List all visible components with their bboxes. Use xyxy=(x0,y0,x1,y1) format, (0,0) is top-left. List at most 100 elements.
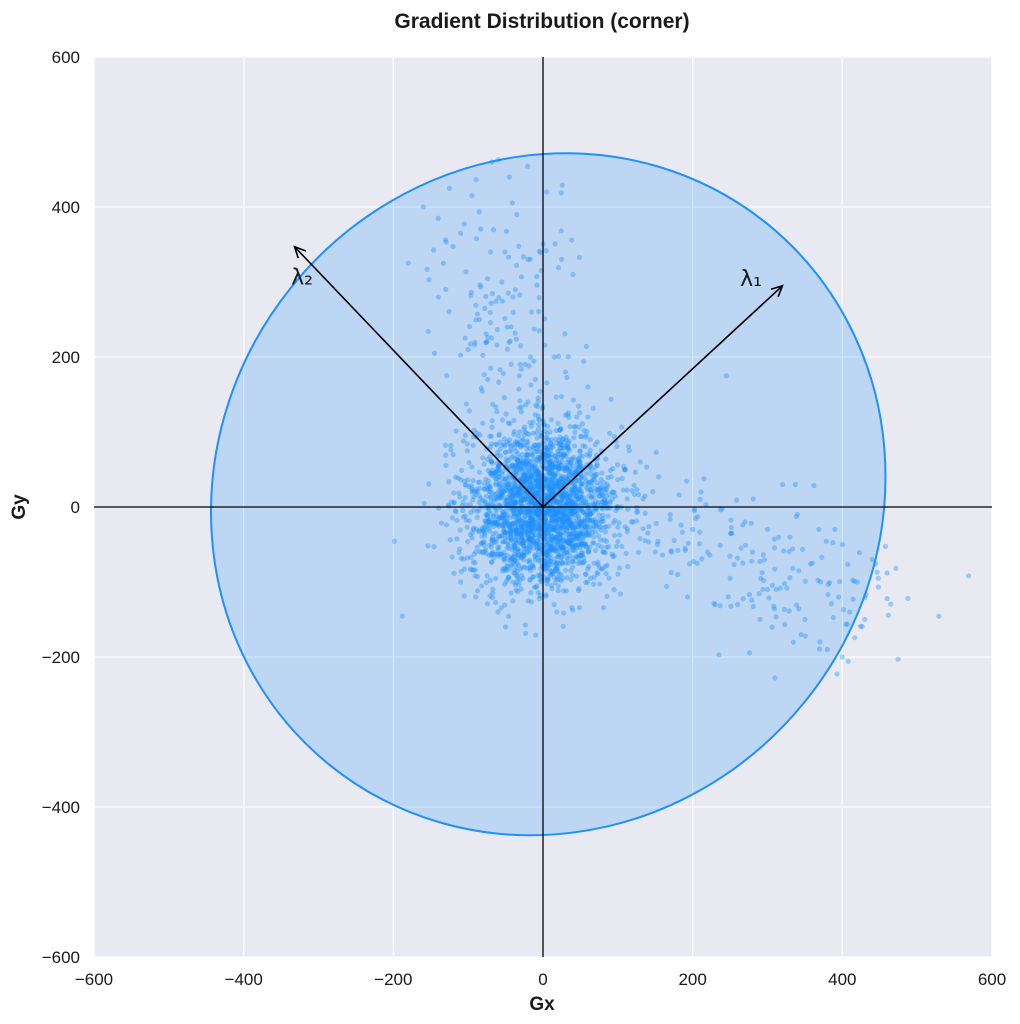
data-point xyxy=(611,433,617,440)
data-point xyxy=(565,444,571,450)
data-point xyxy=(578,532,584,538)
data-point xyxy=(476,209,482,215)
data-point xyxy=(570,607,576,613)
data-point xyxy=(600,549,607,555)
data-point xyxy=(527,577,533,583)
data-point xyxy=(554,482,560,488)
data-point xyxy=(571,537,577,543)
data-point xyxy=(528,508,534,514)
data-point xyxy=(569,500,576,506)
data-point xyxy=(585,512,591,518)
data-point xyxy=(534,511,540,517)
data-point xyxy=(559,493,565,499)
data-point xyxy=(546,520,552,527)
data-point xyxy=(499,508,505,514)
data-point xyxy=(529,524,535,531)
data-point xyxy=(563,465,569,471)
data-point xyxy=(454,536,460,542)
data-point xyxy=(508,562,514,568)
data-point xyxy=(528,544,534,550)
data-point xyxy=(578,464,584,471)
data-point xyxy=(516,454,522,461)
data-point xyxy=(573,468,579,474)
data-point xyxy=(524,520,530,526)
data-point xyxy=(694,560,700,566)
data-point xyxy=(575,465,582,471)
x-tick-label: 0 xyxy=(538,970,547,989)
data-point xyxy=(862,616,868,623)
data-point xyxy=(777,585,783,591)
data-point xyxy=(498,491,504,497)
data-point xyxy=(510,474,516,480)
data-point xyxy=(553,458,559,464)
data-point xyxy=(506,478,512,485)
data-point xyxy=(570,510,576,516)
data-point xyxy=(555,465,562,471)
data-point xyxy=(578,483,584,489)
data-point xyxy=(519,526,525,532)
data-point xyxy=(525,598,531,604)
data-point xyxy=(629,488,635,494)
data-point xyxy=(545,452,552,459)
data-point xyxy=(512,500,518,507)
data-point xyxy=(517,517,523,524)
data-point xyxy=(495,501,502,508)
data-point xyxy=(567,552,573,558)
data-point xyxy=(773,586,779,593)
data-point xyxy=(742,519,748,525)
data-point xyxy=(530,532,536,538)
data-point xyxy=(570,531,577,537)
data-point xyxy=(530,444,536,450)
data-point xyxy=(532,477,538,483)
data-point xyxy=(501,557,508,564)
data-point xyxy=(615,571,621,577)
data-point xyxy=(562,522,568,528)
data-point xyxy=(574,459,581,465)
data-point xyxy=(514,513,520,519)
data-point xyxy=(599,492,605,498)
data-point xyxy=(460,508,466,514)
data-point xyxy=(492,470,498,476)
data-point xyxy=(544,465,550,471)
data-point xyxy=(543,465,549,471)
data-point xyxy=(524,530,530,536)
data-point xyxy=(466,408,473,414)
data-point xyxy=(869,556,875,563)
data-point xyxy=(563,526,570,532)
data-point xyxy=(536,479,543,485)
data-point xyxy=(568,538,575,544)
data-point xyxy=(626,447,632,454)
data-point xyxy=(574,490,580,496)
data-point xyxy=(554,462,561,468)
data-point xyxy=(521,549,527,555)
data-point xyxy=(505,613,512,619)
data-point xyxy=(502,624,509,630)
data-point xyxy=(526,528,532,534)
data-point xyxy=(529,521,535,528)
data-point xyxy=(513,336,519,342)
data-point xyxy=(557,466,563,472)
data-point xyxy=(549,471,555,477)
data-point xyxy=(513,506,519,512)
data-point xyxy=(476,499,482,505)
data-point xyxy=(489,335,495,341)
data-point xyxy=(568,537,574,543)
data-point xyxy=(576,458,582,464)
data-point xyxy=(561,494,567,500)
data-point xyxy=(548,537,554,543)
data-point xyxy=(506,574,512,581)
data-point xyxy=(464,441,470,447)
data-point xyxy=(552,511,558,517)
data-point xyxy=(781,548,787,554)
data-point xyxy=(509,529,515,535)
data-point xyxy=(544,447,550,453)
data-point xyxy=(580,559,586,566)
data-point xyxy=(548,512,554,518)
data-point xyxy=(508,557,514,563)
data-point xyxy=(465,346,471,353)
data-point xyxy=(521,552,527,558)
data-point xyxy=(535,441,541,448)
data-point xyxy=(600,512,606,518)
data-point xyxy=(477,548,483,555)
data-point xyxy=(563,492,570,498)
